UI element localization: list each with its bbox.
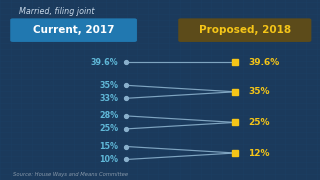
Text: 10%: 10% [100,155,118,164]
Text: 25%: 25% [99,124,118,133]
Text: 35%: 35% [248,87,269,96]
Text: 39.6%: 39.6% [248,58,279,67]
Text: Married, filing joint: Married, filing joint [19,7,95,16]
FancyBboxPatch shape [10,18,137,42]
Text: Proposed, 2018: Proposed, 2018 [199,25,291,35]
Text: 39.6%: 39.6% [91,58,118,67]
FancyBboxPatch shape [178,18,311,42]
Text: 12%: 12% [248,148,269,158]
Text: 25%: 25% [248,118,269,127]
Text: 35%: 35% [100,81,118,90]
Text: 33%: 33% [100,94,118,103]
Text: Current, 2017: Current, 2017 [33,25,114,35]
Text: 15%: 15% [100,142,118,151]
Text: 28%: 28% [99,111,118,120]
Text: Source: House Ways and Means Committee: Source: House Ways and Means Committee [13,172,128,177]
